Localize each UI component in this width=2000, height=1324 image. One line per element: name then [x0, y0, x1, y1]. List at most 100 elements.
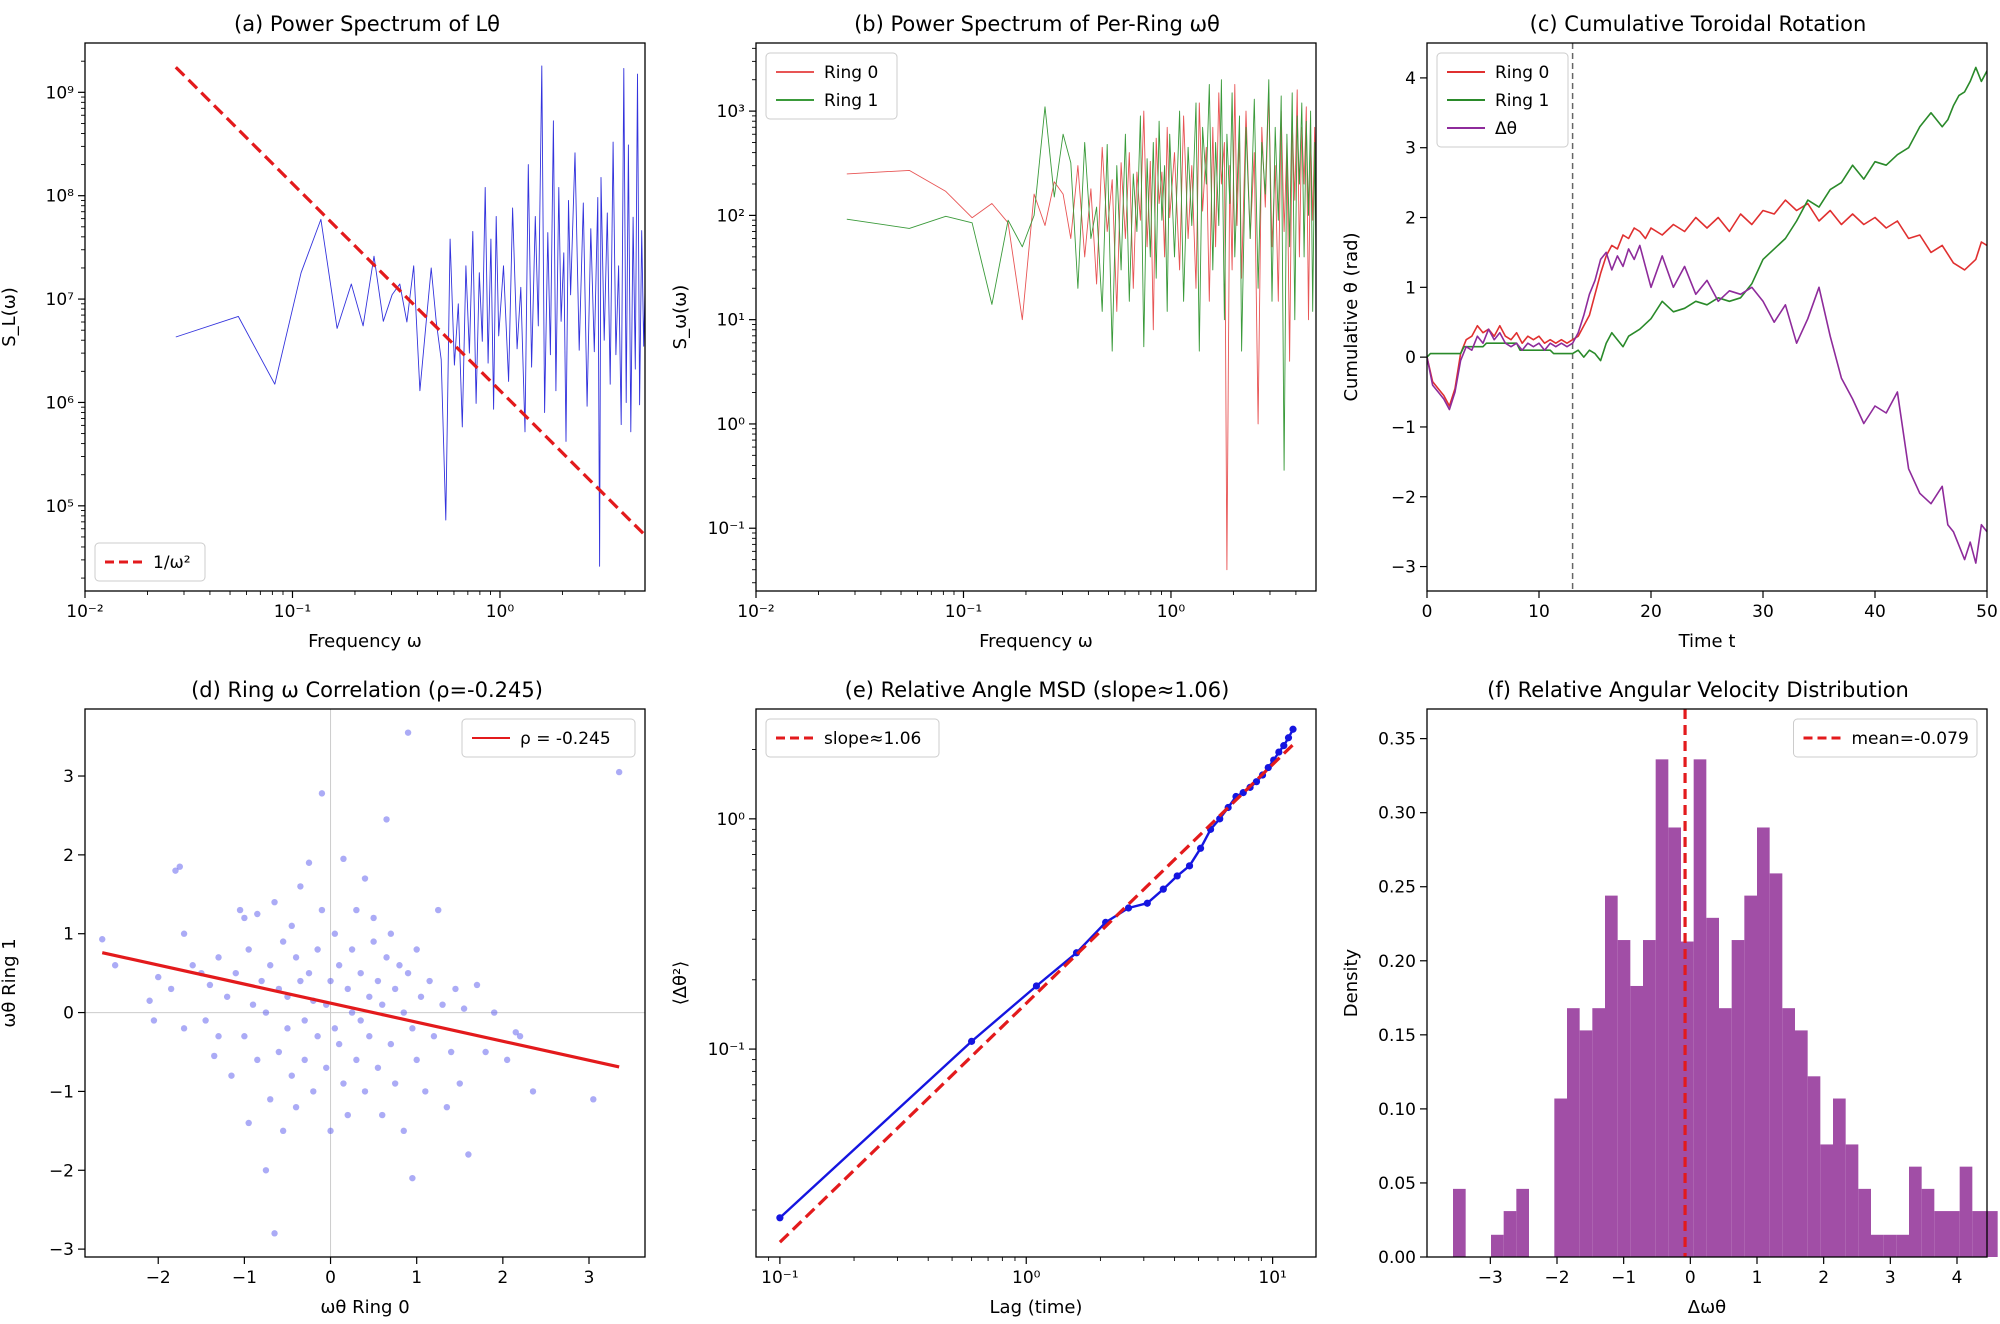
- scatter-point: [361, 875, 369, 882]
- x-tick-label: 0: [325, 1268, 336, 1288]
- histogram-bar: [1693, 759, 1707, 1257]
- scatter-point: [271, 1230, 278, 1237]
- legend-box: [1436, 52, 1569, 148]
- legend-box: [765, 52, 898, 120]
- scatter-point: [396, 962, 403, 969]
- x-tick-label: −2: [1544, 1268, 1569, 1288]
- y-tick-label: −1: [49, 1082, 74, 1102]
- scatter-point: [348, 946, 356, 953]
- scatter-point: [176, 863, 183, 870]
- axes-frame: [1426, 42, 1988, 592]
- y-tick-label: 0.25: [1378, 878, 1416, 898]
- series-line-1: [1427, 199, 1987, 407]
- series-line-2: [778, 743, 1295, 1244]
- scatter-point: [288, 922, 295, 930]
- histogram-bar: [1706, 917, 1719, 1257]
- y-tick-label: 10⁶: [46, 393, 75, 413]
- scatter-point: [383, 954, 390, 961]
- y-tick-label: 0: [63, 1004, 74, 1024]
- scatter-point: [590, 1096, 597, 1103]
- legend-label: Ring 0: [824, 63, 878, 83]
- series-point: [1032, 982, 1041, 990]
- y-axis-label: S_L(ω): [0, 287, 20, 347]
- legend-box: [461, 718, 636, 758]
- scatter-point: [279, 1127, 287, 1135]
- x-tick-label: 50: [1976, 602, 1998, 622]
- x-tick-label: −1: [232, 1268, 257, 1288]
- histogram-bar: [1681, 941, 1694, 1257]
- scatter-point: [340, 855, 347, 863]
- scatter-point: [353, 906, 360, 914]
- scatter-point: [426, 977, 433, 985]
- scatter-point: [465, 1151, 472, 1158]
- histogram-bar: [1554, 1098, 1567, 1257]
- scatter-point: [491, 1009, 498, 1016]
- scatter-point: [211, 1052, 218, 1060]
- scatter-point: [318, 790, 326, 797]
- scatter-point: [279, 938, 287, 945]
- scatter-point: [267, 962, 274, 969]
- fit-line: [101, 951, 620, 1069]
- scatter-point: [206, 981, 214, 989]
- legend-box: [1793, 718, 1978, 758]
- legend-label: slope≈1.06: [824, 729, 921, 749]
- histogram-bar: [1617, 940, 1631, 1257]
- histogram-bar: [1921, 1188, 1935, 1257]
- panel-f-title: (f) Relative Angular Velocity Distributi…: [1487, 678, 1909, 702]
- scatter-point: [387, 1040, 395, 1048]
- series-line-2: [174, 66, 645, 537]
- scatter-point: [301, 1056, 308, 1064]
- x-tick-label: 3: [584, 1268, 595, 1288]
- series-point: [1185, 862, 1194, 870]
- histogram-bar: [1605, 895, 1618, 1257]
- scatter-point: [413, 1056, 420, 1064]
- y-tick-label: 1: [1405, 278, 1416, 298]
- series-point: [1284, 734, 1293, 742]
- scatter-point: [292, 1103, 300, 1111]
- scatter-point: [361, 1088, 369, 1095]
- scatter-point: [516, 1033, 524, 1040]
- panel-f: −3 −2 −1 0 1 2 3 4 0.00 0.05 0.10 0.15 0.20 0.25 0.30 0…: [1341, 708, 1998, 1318]
- histogram-bar: [1655, 759, 1669, 1257]
- scatter-point: [615, 768, 623, 776]
- x-axis-label: Frequency ω: [979, 631, 1093, 652]
- y-tick-label: 0.15: [1378, 1026, 1416, 1046]
- x-tick-label: 2: [1818, 1268, 1829, 1288]
- legend: Ring 0 Ring 1: [765, 52, 898, 120]
- panel-b-title: (b) Power Spectrum of Per-Ring ωθ: [854, 12, 1220, 36]
- scatter-point: [400, 1009, 407, 1016]
- histogram-bar: [1567, 1008, 1580, 1257]
- legend-label: Ring 1: [824, 91, 878, 111]
- scatter-point: [422, 1088, 429, 1095]
- scatter-point: [172, 867, 179, 874]
- scatter-point: [284, 1025, 291, 1032]
- series-point: [1264, 763, 1272, 772]
- histogram-bar: [1934, 1211, 1947, 1257]
- histogram-bar: [1503, 1211, 1517, 1257]
- scatter-point: [258, 977, 265, 985]
- legend-label: Δθ: [1495, 119, 1517, 139]
- histogram-bar: [1516, 1188, 1529, 1257]
- y-tick-label: −1: [1391, 418, 1416, 438]
- scatter-point: [228, 1072, 235, 1079]
- scatter-point: [180, 930, 188, 937]
- legend-label: ρ = -0.245: [520, 729, 611, 749]
- panel-c: 0 10 20 30 40 50 −3 −2 −1 0 1 2 3 4 Time t Cumulative θ…: [1341, 42, 1998, 652]
- scatter-point: [439, 1001, 446, 1008]
- scatter-point: [275, 1048, 283, 1056]
- y-tick-label: 10⁰: [717, 810, 746, 830]
- y-tick-label: 0.10: [1378, 1100, 1416, 1120]
- histogram-bar: [1592, 1008, 1605, 1257]
- scatter-point: [391, 985, 399, 993]
- scatter-point: [305, 859, 313, 866]
- panel-d: −2 −1 0 1 2 3 −3 −2 −1 0 1 2 3 ωθ Ring 0 ωθ Ring 1 ρ = …: [0, 708, 646, 1318]
- series-point: [1289, 725, 1297, 733]
- series-line-1: [779, 728, 1295, 1219]
- scatter-point: [99, 936, 106, 943]
- scatter-point: [366, 1033, 373, 1040]
- histogram-bar: [1871, 1234, 1884, 1257]
- histogram-bar: [1972, 1211, 1985, 1257]
- histogram-bar: [1896, 1234, 1909, 1257]
- scatter-point: [529, 1088, 537, 1095]
- scatter-point: [146, 997, 153, 1004]
